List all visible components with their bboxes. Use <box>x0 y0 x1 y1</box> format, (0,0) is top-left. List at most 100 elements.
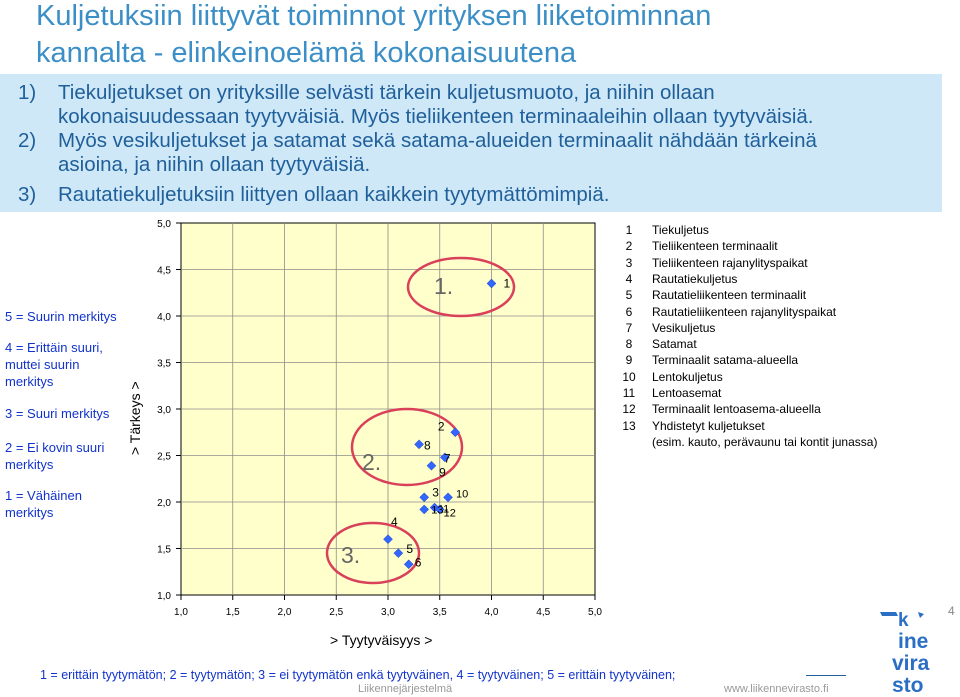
legend-number: 9 <box>625 353 633 368</box>
liikennevirasto-logo: k ine vira sto <box>880 610 930 696</box>
legend-text: Rautatiekuljetus <box>652 271 738 286</box>
x-tick-label: 2,5 <box>329 607 343 618</box>
data-point-label: 9 <box>439 466 446 480</box>
footer-org: Liikennejärjestelmä <box>358 683 453 695</box>
summary-point-text: asioina, ja niihin ollaan tyytyväisiä. <box>58 153 371 176</box>
summary-box <box>0 74 942 212</box>
summary-point-number: 3) <box>18 183 37 206</box>
logo-text: k <box>898 610 909 631</box>
svg-text:ine: ine <box>898 630 928 653</box>
group-ellipse <box>350 407 464 487</box>
legend-text: Vesikuljetus <box>652 320 716 335</box>
data-point-label: 5 <box>406 542 413 556</box>
data-point-marker <box>383 534 393 545</box>
y-tick-label: 5,0 <box>157 219 171 230</box>
data-point-label: 10 <box>456 488 468 500</box>
importance-level-label: merkitys <box>5 457 54 472</box>
data-point-marker <box>419 504 430 515</box>
importance-level-label: merkitys <box>5 505 54 520</box>
data-point-marker <box>440 452 450 463</box>
group-label: 3. <box>341 542 360 568</box>
legend-number: 12 <box>622 402 636 417</box>
summary-point-text: Tiekuljetukset on yrityksille selvästi t… <box>58 81 715 104</box>
legend-text: (esim. kauto, perävaunu tai kontit junas… <box>652 434 878 449</box>
data-point-label: 4 <box>391 515 398 529</box>
y-tick-label: 4,5 <box>157 266 171 277</box>
importance-level-label: 3 = Suuri merkitys <box>5 406 110 421</box>
y-tick-label: 1,5 <box>157 545 171 556</box>
data-point-label: 1 <box>504 276 511 290</box>
group-label: 2. <box>362 449 381 475</box>
footer-divider <box>806 675 846 676</box>
legend-number: 10 <box>622 369 636 384</box>
legend-number: 2 <box>625 239 633 254</box>
x-tick-label: 1,0 <box>174 607 188 618</box>
legend-text: Rautatieliikenteen terminaalit <box>652 288 807 303</box>
legend-text: Rautatieliikenteen rajanylityspaikat <box>652 304 837 319</box>
importance-level-label: 2 = Ei kovin suuri <box>5 440 105 455</box>
data-point-label: 8 <box>424 438 431 452</box>
scale-footnote: 1 = erittäin tyytymätön; 2 = tyytymätön;… <box>40 668 676 682</box>
x-axis-title: > Tyytyväisyys > <box>330 632 433 648</box>
data-point-marker <box>414 439 424 450</box>
legend-number: 1 <box>625 223 633 237</box>
page-title: Kuljetuksiin liittyvät toiminnot yrityks… <box>36 0 936 72</box>
data-point-label: 3 <box>432 485 439 499</box>
data-point-marker <box>403 559 414 570</box>
data-point-marker <box>393 548 404 559</box>
y-tick-label: 1,0 <box>157 591 171 602</box>
svg-text:vira: vira <box>892 652 930 675</box>
x-tick-label: 2,0 <box>278 607 292 618</box>
x-tick-label: 3,5 <box>433 607 447 618</box>
x-tick-label: 4,5 <box>536 607 550 618</box>
legend-number: 5 <box>625 288 633 303</box>
group-label: 1. <box>434 273 453 299</box>
data-point-label: 2 <box>438 419 445 433</box>
y-tick-label: 3,5 <box>157 359 171 370</box>
data-point-marker <box>434 504 445 515</box>
y-tick-label: 2,5 <box>157 452 171 463</box>
importance-level-label: 5 = Suurin merkitys <box>5 309 117 324</box>
legend-number: 3 <box>625 255 633 270</box>
summary-point-text: Myös vesikuljetukset ja satamat sekä sat… <box>58 129 817 152</box>
importance-level-label: 4 = Erittäin suuri, <box>5 340 103 355</box>
data-point-label: 6 <box>415 555 422 569</box>
summary-point-number: 1) <box>18 81 37 104</box>
y-axis-title: > Tärkeys > <box>127 381 143 455</box>
legend-number: 11 <box>622 386 636 400</box>
title-line-1: Kuljetuksiin liittyvät toiminnot yrityks… <box>36 0 712 32</box>
data-point-marker <box>450 427 461 438</box>
legend-text: Lentokuljetus <box>652 369 723 384</box>
data-point-label: 12 <box>444 507 456 519</box>
x-tick-label: 4,0 <box>485 607 499 618</box>
title-line-2: kannalta - elinkeinoelämä kokonaisuutena <box>36 37 577 69</box>
y-tick-label: 4,0 <box>157 312 171 323</box>
legend-text: Terminaalit lentoasema-alueella <box>652 402 821 417</box>
data-point-marker <box>429 502 440 513</box>
legend-number: 8 <box>625 337 633 352</box>
data-point-marker <box>426 460 437 471</box>
legend-number: 4 <box>625 271 633 286</box>
legend-text: Satamat <box>652 337 697 352</box>
y-tick-label: 2,0 <box>157 498 171 509</box>
data-point-marker <box>443 492 453 503</box>
legend-text: Yhdistetyt kuljetukset <box>652 418 765 433</box>
summary-point-text: Rautatiekuljetuksiin liittyen ollaan kai… <box>58 183 610 206</box>
legend-text: Tieliikenteen rajanylityspaikat <box>652 255 808 270</box>
x-tick-label: 1,5 <box>226 607 240 618</box>
group-ellipse <box>325 521 421 585</box>
data-point-marker <box>419 492 430 503</box>
importance-level-label: merkitys <box>5 374 54 389</box>
y-tick-label: 3,0 <box>157 405 171 416</box>
footer-url: www.liikennevirasto.fi <box>724 683 829 695</box>
data-point-marker <box>486 278 497 289</box>
x-tick-label: 3,0 <box>381 607 395 618</box>
legend-number: 7 <box>625 320 633 335</box>
legend-text: Terminaalit satama-alueella <box>652 353 799 368</box>
importance-level-label: 1 = Vähäinen <box>5 488 82 503</box>
legend-text: Tieliikenteen terminaalit <box>652 239 778 254</box>
svg-text:sto: sto <box>892 674 924 696</box>
data-point-label: 13 <box>431 504 443 516</box>
summary-point-number: 2) <box>18 129 37 152</box>
